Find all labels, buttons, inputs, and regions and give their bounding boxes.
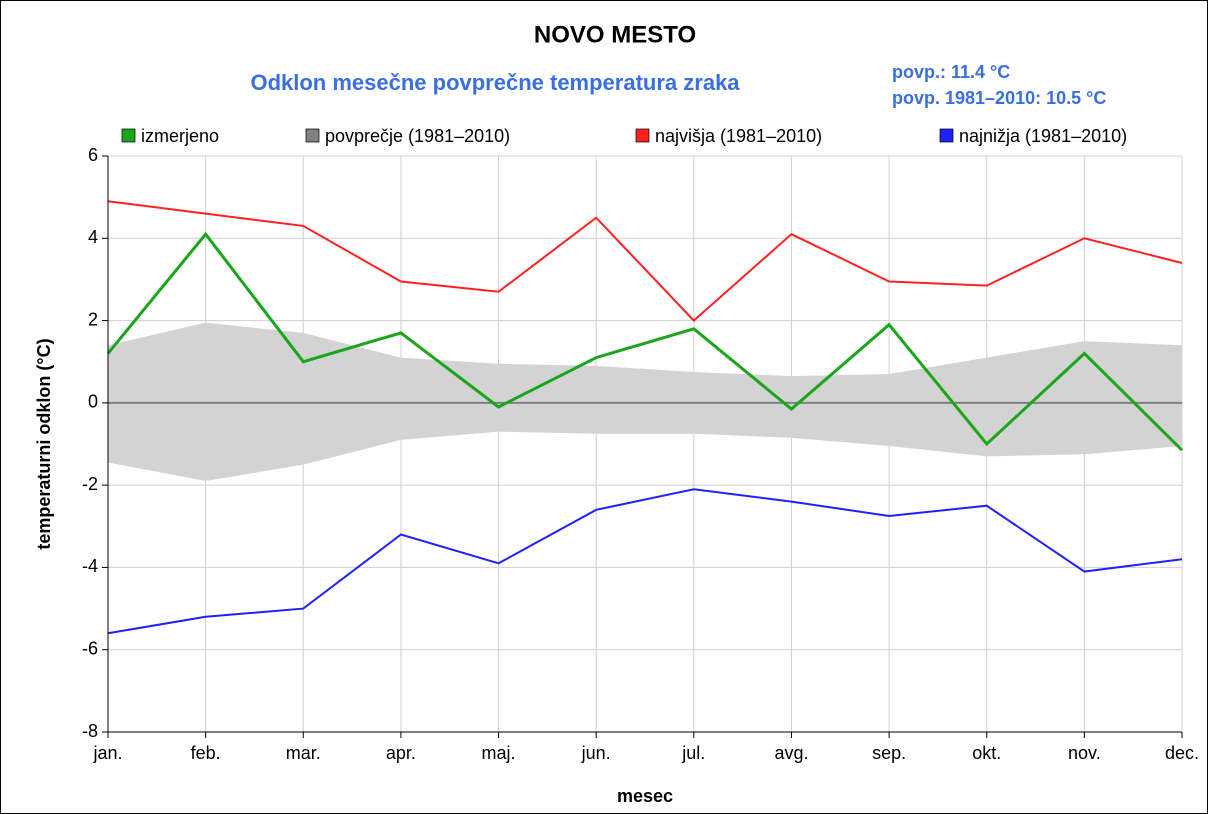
- x-tick-label: apr.: [386, 743, 416, 763]
- annotation: povp.: 11.4 °C: [892, 62, 1010, 82]
- x-tick-label: dec.: [1165, 743, 1199, 763]
- range-band: [108, 322, 1182, 482]
- legend-swatch: [635, 128, 650, 143]
- legend-label: najvišja (1981–2010): [655, 126, 822, 146]
- series-line: [106, 231, 1184, 452]
- x-tick-label: okt.: [972, 743, 1001, 763]
- y-tick-label: 6: [88, 145, 98, 165]
- legend-label: izmerjeno: [141, 126, 219, 146]
- legend-swatch: [121, 128, 136, 143]
- x-tick-label: jan.: [92, 743, 122, 763]
- y-axis-label: temperaturni odklon (°C): [34, 338, 54, 549]
- legend-swatch: [305, 128, 320, 143]
- legend-swatch: [939, 128, 954, 143]
- x-tick-label: jul.: [681, 743, 705, 763]
- series-line: [107, 488, 1183, 635]
- x-tick-label: maj.: [482, 743, 516, 763]
- y-tick-label: 0: [88, 392, 98, 412]
- y-tick-label: -6: [82, 638, 98, 658]
- x-tick-label: feb.: [191, 743, 221, 763]
- y-tick-label: -4: [82, 556, 98, 576]
- x-tick-label: jun.: [581, 743, 611, 763]
- y-tick-label: 4: [88, 227, 98, 247]
- x-tick-label: sep.: [872, 743, 906, 763]
- legend-label: povprečje (1981–2010): [325, 126, 510, 146]
- y-tick-label: -2: [82, 474, 98, 494]
- chart-title: NOVO MESTO: [534, 21, 696, 48]
- x-axis-label: mesec: [617, 786, 673, 806]
- legend-label: najnižja (1981–2010): [959, 126, 1127, 146]
- y-tick-label: -8: [82, 721, 98, 741]
- chart-subtitle: Odklon mesečne povprečne temperatura zra…: [250, 70, 740, 95]
- x-tick-label: mar.: [286, 743, 321, 763]
- x-tick-label: avg.: [774, 743, 808, 763]
- x-tick-label: nov.: [1068, 743, 1101, 763]
- y-tick-label: 2: [88, 309, 98, 329]
- annotation: povp. 1981–2010: 10.5 °C: [892, 88, 1106, 108]
- series-line: [107, 200, 1183, 322]
